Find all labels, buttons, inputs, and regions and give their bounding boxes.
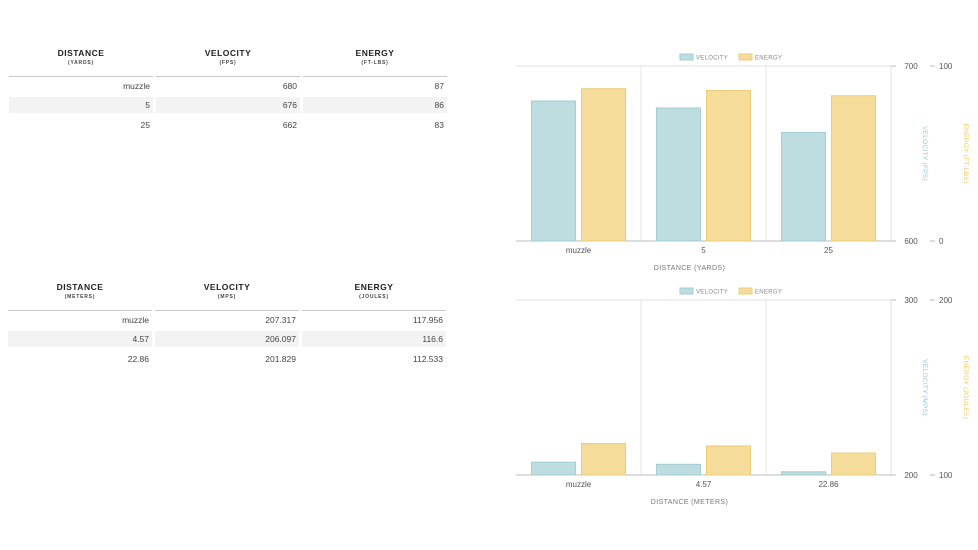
bar-velocity (656, 463, 701, 476)
cell-distance: 4.57 (8, 331, 152, 347)
y-tick-label: 200 (904, 471, 918, 480)
bar-velocity (656, 107, 701, 242)
legend-swatch-energy (738, 287, 753, 295)
cell-distance: muzzle (122, 315, 149, 325)
header-energy: ENERGY (FT-LBS) (303, 48, 447, 77)
cell-velocity: 662 (282, 120, 297, 130)
y2-tick-label: 100 (939, 471, 953, 480)
cell-velocity: 201.829 (265, 354, 296, 364)
cell-velocity: 680 (282, 81, 297, 91)
cell-velocity: 206.097 (155, 331, 299, 347)
cell-energy: 83 (434, 120, 444, 130)
cell-energy: 86 (303, 97, 447, 113)
bar-energy (706, 90, 751, 242)
header-energy: ENERGY (JOULES) (302, 282, 446, 311)
x-tick-label: 5 (701, 246, 706, 255)
legend-label-energy: ENERGY (755, 56, 782, 62)
header-velocity: VELOCITY (FPS) (156, 48, 300, 77)
bar-velocity (781, 132, 826, 242)
legend-label-velocity: VELOCITY (696, 290, 728, 296)
x-tick-label: 25 (824, 246, 833, 255)
legend-label-energy: ENERGY (755, 290, 782, 296)
y2-axis-label: ENERGY (FT-LBS) (962, 123, 969, 183)
x-axis-label: DISTANCE (YARDS) (654, 265, 725, 272)
cell-distance: 5 (9, 97, 153, 113)
bar-velocity (531, 461, 576, 476)
legend-swatch-energy (738, 53, 753, 61)
header-title: ENERGY (354, 282, 394, 292)
y-tick-label: 600 (904, 237, 918, 246)
y-axis-label: VELOCITY (MPS) (921, 359, 928, 415)
x-tick-label: 22.86 (818, 480, 839, 489)
header-unit: (FPS) (219, 60, 237, 66)
y2-tick-label: 100 (939, 62, 953, 71)
chart-meters: muzzle 4.57 22.86 DISTANCE (METERS) 300 200 20… (516, 287, 969, 506)
x-tick-label: muzzle (566, 246, 592, 255)
header-distance: DISTANCE (YARDS) (9, 48, 153, 77)
bar-velocity (531, 100, 576, 242)
cell-energy: 87 (434, 81, 444, 91)
x-tick-label: 4.57 (696, 480, 712, 489)
cell-energy: 116.6 (302, 331, 446, 347)
legend-swatch-velocity (679, 287, 694, 295)
cell-velocity: 207.317 (265, 315, 296, 325)
header-unit: (MPS) (217, 294, 237, 300)
header-title: DISTANCE (57, 48, 105, 58)
header-velocity: VELOCITY (MPS) (155, 282, 299, 311)
legend-label-velocity: VELOCITY (696, 56, 728, 62)
header-unit: (YARDS) (68, 60, 94, 66)
y2-tick-label: 200 (939, 296, 953, 305)
x-tick-label: muzzle (566, 480, 592, 489)
cell-energy: 112.533 (412, 354, 443, 364)
cell-distance: 25 (140, 120, 150, 130)
header-unit: (JOULES) (359, 294, 389, 300)
header-distance: DISTANCE (METERS) (8, 282, 152, 311)
bar-energy (706, 445, 751, 476)
y-axis-label: VELOCITY (FPS) (921, 126, 928, 181)
bar-energy (581, 88, 626, 242)
cell-distance: 22.86 (127, 354, 149, 364)
header-title: ENERGY (355, 48, 395, 58)
table-metric: DISTANCE (METERS) VELOCITY (MPS) ENERGY … (8, 282, 448, 372)
bar-energy (831, 452, 876, 476)
header-title: VELOCITY (203, 282, 251, 292)
header-unit: (METERS) (64, 294, 96, 300)
cell-distance: muzzle (123, 81, 150, 91)
bar-energy (831, 95, 876, 242)
bar-velocity (781, 471, 826, 476)
cell-energy: 117.956 (412, 315, 443, 325)
y2-tick-label: 0 (939, 237, 944, 246)
y2-axis-label: ENERGY (JOULES) (962, 356, 969, 419)
header-unit: (FT-LBS) (361, 60, 389, 66)
header-title: VELOCITY (204, 48, 252, 58)
y-tick-label: 700 (904, 62, 918, 71)
header-title: DISTANCE (56, 282, 104, 292)
bar-energy (581, 443, 626, 476)
chart-yards: muzzle 5 25 DISTANCE (YARDS) 700 600 100 0 VELOC… (516, 53, 969, 272)
table-imperial: DISTANCE (YARDS) VELOCITY (FPS) ENERGY (… (9, 48, 449, 138)
legend-swatch-velocity (679, 53, 694, 61)
x-axis-label: DISTANCE (METERS) (651, 499, 728, 506)
cell-velocity: 676 (156, 97, 300, 113)
y-tick-label: 300 (904, 296, 918, 305)
